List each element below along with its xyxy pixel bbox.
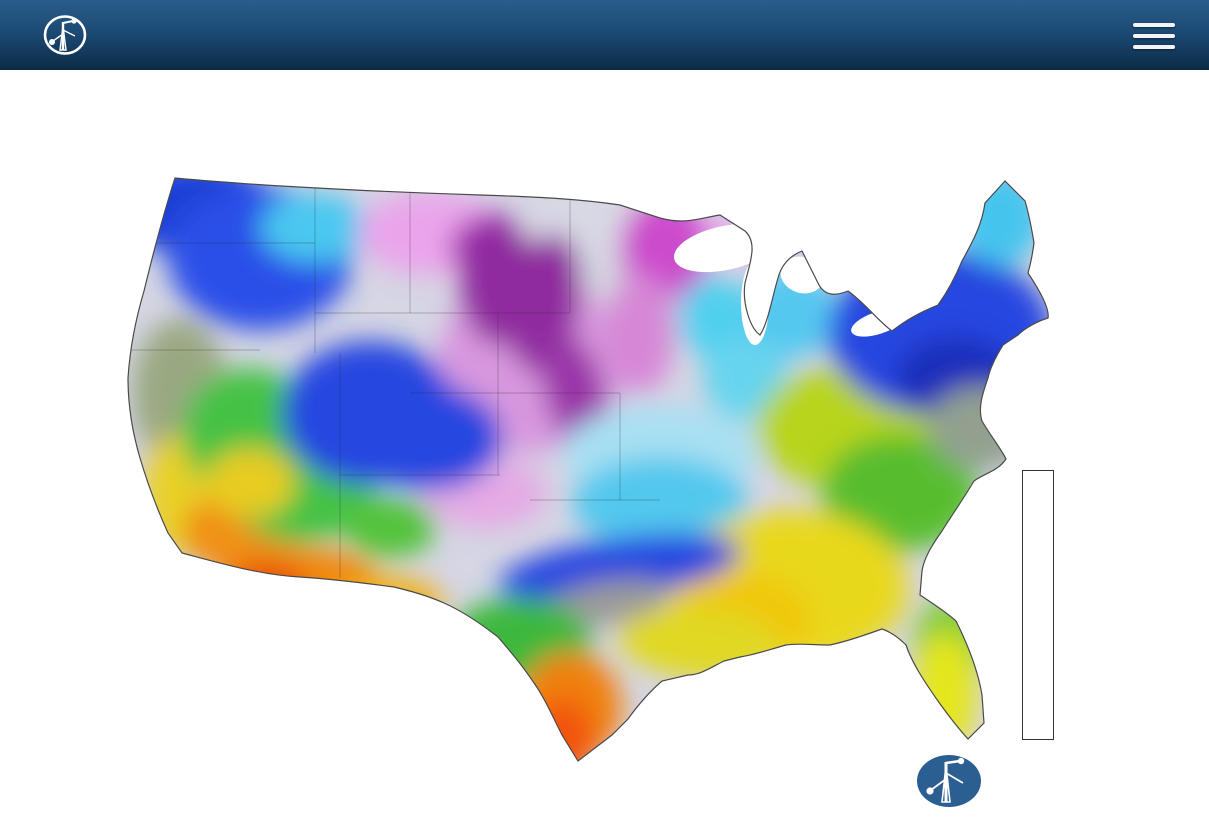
brand-link[interactable] xyxy=(42,0,100,70)
us-map-image xyxy=(127,177,1049,762)
header xyxy=(0,0,1209,70)
footer-logo xyxy=(915,753,993,809)
menu-button[interactable] xyxy=(1133,23,1175,51)
heat-index-range-bar xyxy=(1058,470,1067,548)
mesonet-footer-logo-icon xyxy=(917,755,981,807)
legend-colorbar xyxy=(1022,470,1054,740)
hamburger-icon xyxy=(1133,23,1175,27)
mesonet-logo-icon xyxy=(43,15,87,55)
wind-chill-range-bar xyxy=(1058,602,1067,742)
